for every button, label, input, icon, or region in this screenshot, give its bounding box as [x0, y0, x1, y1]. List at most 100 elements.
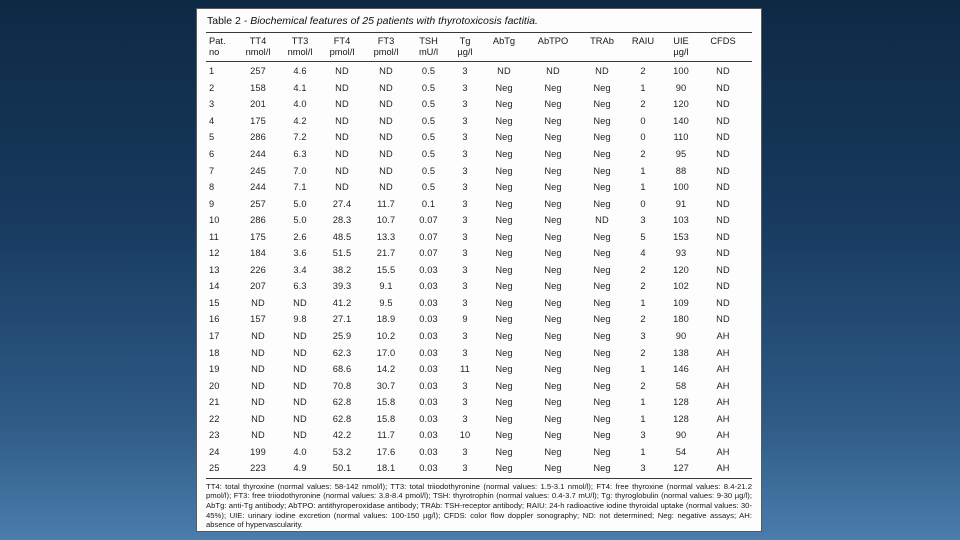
- table-cell: 9: [462, 314, 468, 325]
- table-cell: Neg: [495, 198, 513, 209]
- table-row: 10 286 5.0 28.3 10.7 0.07 3 Neg Neg ND 3 103 ND: [206, 212, 752, 229]
- table-cell: 0: [640, 115, 646, 126]
- table-cell: Neg: [544, 331, 562, 342]
- table-cell: Neg: [495, 264, 513, 275]
- table-card: Table 2 - Biochemical features of 25 pat…: [196, 8, 762, 532]
- table-cell: ND: [293, 331, 307, 342]
- table-cell: Neg: [593, 248, 611, 259]
- table-cell: 4.1: [293, 82, 307, 93]
- table-cell: ND: [379, 82, 393, 93]
- table-cell: 1: [640, 397, 646, 408]
- table-cell: 41.2: [332, 297, 352, 308]
- table-cell: Neg: [495, 331, 513, 342]
- table-cell: Neg: [593, 99, 611, 110]
- table-cell: 3: [462, 165, 468, 176]
- table-cell: Neg: [495, 215, 513, 226]
- table-cell: Neg: [495, 380, 513, 391]
- table-cell: 0.07: [419, 215, 438, 226]
- table-cell: Neg: [544, 446, 562, 457]
- table-cell: 244: [250, 182, 266, 193]
- column-header: TT3 nmol/l: [287, 36, 313, 57]
- column-header: Tg µg/l: [457, 36, 473, 57]
- table-cell: 5: [640, 231, 646, 242]
- table-cell: Neg: [544, 463, 562, 474]
- table-cell: 201: [250, 99, 266, 110]
- table-cell: 2: [640, 281, 646, 292]
- table-cell: 5.0: [293, 215, 307, 226]
- table-row: 18 ND ND 62.3 17.0 0.03 3 Neg Neg Neg 2 138 AH: [206, 344, 752, 361]
- table-cell: 3: [462, 132, 468, 143]
- table-footnote: TT4: total thyroxine (normal values: 58-…: [206, 477, 752, 531]
- column-header: AbTg: [492, 36, 516, 46]
- table-cell: ND: [293, 380, 307, 391]
- table-cell: Neg: [495, 430, 513, 441]
- table-cell: 27.1: [332, 314, 352, 325]
- table-cell: AH: [716, 347, 730, 358]
- table-row: 2 158 4.1 ND ND 0.5 3 Neg Neg Neg 1 90 ND: [206, 80, 752, 97]
- table-cell: 184: [250, 248, 266, 259]
- table-cell: 3: [640, 331, 646, 342]
- table-cell: 2: [640, 264, 646, 275]
- column-header: RAIU: [631, 36, 655, 46]
- table-cell: 68.6: [332, 364, 352, 375]
- table-cell: 18: [209, 347, 220, 358]
- table-cell: 2: [640, 99, 646, 110]
- table-cell: Neg: [593, 149, 611, 159]
- table-cell: 257: [250, 66, 266, 77]
- table-row: 19 ND ND 68.6 14.2 0.03 11 Neg Neg Neg 1 146 AH: [206, 361, 752, 378]
- table-cell: 0.1: [421, 198, 436, 209]
- table-cell: Neg: [593, 82, 611, 93]
- table-cell: ND: [251, 364, 265, 375]
- table-cell: ND: [335, 182, 349, 193]
- table-row: 17 ND ND 25.9 10.2 0.03 3 Neg Neg Neg 3 90 AH: [206, 328, 752, 345]
- table-cell: 1: [640, 364, 646, 375]
- table-cell: 2: [640, 380, 646, 391]
- table-cell: 158: [250, 82, 266, 93]
- table-cell: Neg: [495, 364, 513, 375]
- table-cell: 0.03: [419, 314, 438, 325]
- table-cell: 4.0: [293, 446, 307, 457]
- table-cell: 120: [673, 264, 689, 275]
- table-cell: Neg: [593, 331, 611, 342]
- table-cell: 20: [209, 380, 220, 391]
- table-cell: 39.3: [332, 281, 352, 292]
- table-cell: 6.3: [293, 281, 307, 292]
- table-row: 1 257 4.6 ND ND 0.5 3 ND ND ND 2 100 ND: [206, 63, 752, 80]
- table-cell: Neg: [495, 314, 513, 325]
- table-row: 12 184 3.6 51.5 21.7 0.07 3 Neg Neg Neg 4 93 ND: [206, 245, 752, 262]
- table-cell: ND: [716, 248, 730, 259]
- table-cell: 157: [250, 314, 266, 325]
- table-cell: 0.03: [419, 347, 438, 358]
- table-cell: 3: [462, 380, 468, 391]
- column-header: TRAb: [590, 36, 614, 46]
- table-row: 20 ND ND 70.8 30.7 0.03 3 Neg Neg Neg 2 58 AH: [206, 377, 752, 394]
- table-cell: Neg: [495, 115, 513, 126]
- table-cell: 3: [462, 264, 468, 275]
- table-cell: 0.5: [421, 82, 436, 93]
- table-cell: 0.03: [419, 281, 438, 292]
- table-cell: 199: [250, 446, 266, 457]
- table-row: 15 ND ND 41.2 9.5 0.03 3 Neg Neg Neg 1 109 ND: [206, 295, 752, 312]
- table-cell: Neg: [593, 281, 611, 292]
- table-row: 6 244 6.3 ND ND 0.5 3 Neg Neg Neg 2 95 ND: [206, 146, 752, 163]
- table-cell: 23: [209, 430, 220, 441]
- table-cell: 25.9: [332, 331, 352, 342]
- table-cell: 10.2: [376, 331, 396, 342]
- table-cell: 7.0: [293, 165, 307, 176]
- table-row: 4 175 4.2 ND ND 0.5 3 Neg Neg Neg 0 140 ND: [206, 113, 752, 130]
- table-cell: 17: [209, 331, 220, 342]
- table-cell: 226: [250, 264, 266, 275]
- table-cell: 3: [640, 430, 646, 441]
- table-cell: Neg: [593, 397, 611, 408]
- table-cell: 109: [673, 297, 689, 308]
- table-title: Table 2 - Biochemical features of 25 pat…: [206, 12, 752, 33]
- table-cell: ND: [335, 115, 349, 126]
- column-header: CFDS: [710, 36, 736, 46]
- table-cell: 7.1: [293, 182, 307, 193]
- table-cell: ND: [716, 165, 730, 176]
- table-cell: 2: [640, 66, 646, 77]
- table-cell: ND: [716, 99, 730, 110]
- table-cell: 5: [209, 132, 215, 143]
- table-cell: 0.5: [421, 66, 436, 77]
